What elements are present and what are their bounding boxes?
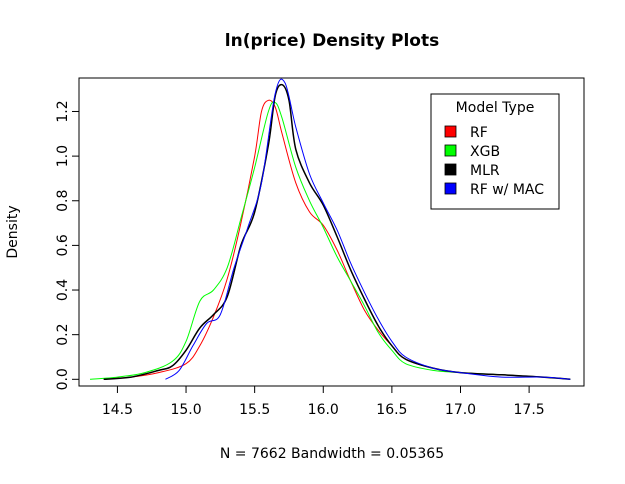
x-tick-label: 17.5 — [514, 402, 545, 418]
legend-label: RF — [470, 125, 488, 141]
legend-swatch — [444, 163, 457, 176]
legend-title: Model Type — [456, 100, 535, 116]
legend-swatch — [444, 144, 457, 157]
legend-label: XGB — [470, 144, 500, 160]
y-tick-label: 0.4 — [55, 279, 71, 301]
x-tick-label: 15.0 — [170, 402, 201, 418]
legend-swatch — [444, 182, 457, 195]
x-tick-label: 14.5 — [102, 402, 133, 418]
y-tick-label: 0.0 — [55, 368, 71, 390]
legend-label: RF w/ MAC — [470, 182, 544, 198]
x-tick-label: 15.5 — [239, 402, 270, 418]
y-tick-label: 0.8 — [55, 190, 71, 212]
y-tick-label: 1.0 — [55, 145, 71, 167]
series-line-3 — [165, 78, 571, 380]
legend: Model Type RF XGB MLR RF w/ MAC — [430, 93, 560, 210]
y-tick-label: 1.2 — [55, 100, 71, 122]
chart-title: ln(price) Density Plots — [225, 31, 439, 51]
y-axis-label: Density — [5, 205, 21, 258]
series-line-2 — [103, 83, 571, 381]
x-tick-label: 16.0 — [308, 402, 339, 418]
legend-items: RF XGB MLR RF w/ MAC — [444, 125, 544, 198]
series-layer — [89, 78, 571, 381]
y-tick-label: 0.6 — [55, 234, 71, 256]
y-axis: 0.0 0.2 0.4 0.6 0.8 1.0 1.2 — [55, 100, 80, 390]
x-axis: 14.5 15.0 15.5 16.0 16.5 17.0 17.5 — [102, 385, 545, 418]
x-axis-label: N = 7662 Bandwidth = 0.05365 — [220, 446, 444, 462]
series-line-1 — [89, 101, 571, 380]
legend-swatch — [444, 125, 457, 138]
x-tick-label: 17.0 — [445, 402, 476, 418]
x-tick-label: 16.5 — [376, 402, 407, 418]
y-tick-label: 0.2 — [55, 324, 71, 346]
legend-label: MLR — [470, 163, 500, 179]
